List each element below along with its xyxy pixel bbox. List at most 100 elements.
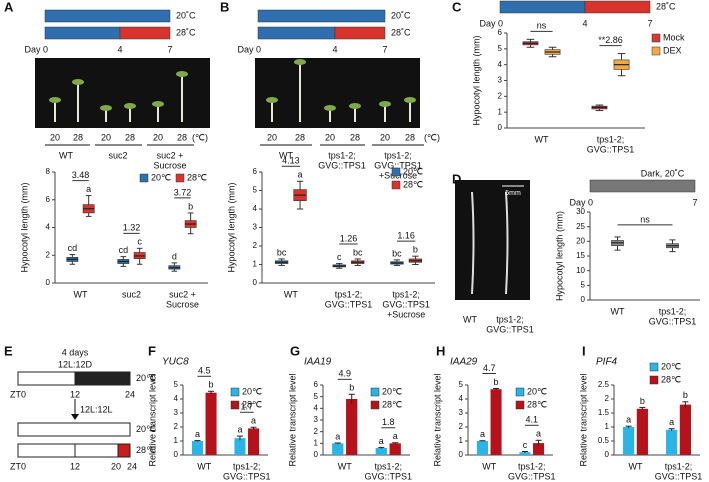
cotyledon — [72, 79, 84, 85]
dark-period — [74, 371, 131, 386]
timeline-bar — [44, 9, 171, 23]
bar — [476, 441, 488, 455]
comparison-label: 1.32 — [123, 223, 141, 233]
zt-label: ZT0 — [10, 461, 26, 471]
comparison-label: 4.9 — [338, 369, 351, 379]
y-tick-label: 2 — [174, 422, 179, 431]
x-tick-label: suc2 — [122, 289, 141, 299]
y-tick-label: 0.5 — [598, 436, 610, 445]
panel-e: E 4 days 12L:12D 20℃ ZT0 12 24 12L:12L 2… — [4, 343, 156, 471]
timeline-bar — [584, 0, 651, 14]
y-tick-label: 5 — [174, 380, 179, 389]
group-label: suc2 — [108, 150, 127, 160]
y-tick-label: 0 — [314, 450, 319, 459]
legend-label: 20℃ — [527, 386, 547, 396]
cotyledon — [379, 101, 391, 107]
x-tick-label: WT — [284, 289, 298, 299]
significance-letter: b — [349, 383, 354, 393]
timeline-bar — [257, 9, 386, 23]
significance-letter: c — [337, 252, 342, 262]
group-label: GVG::TPS1 — [374, 160, 422, 170]
comparison-label: ns — [537, 21, 547, 31]
x-tick-label: GVG::TPS1 — [508, 471, 556, 481]
y-tick-label: 4 — [253, 204, 258, 213]
group-label: WT — [59, 150, 73, 160]
cotyledon — [176, 71, 188, 77]
arrow-head — [71, 414, 79, 420]
x-tick-label: tps1-2; — [659, 306, 687, 316]
y-axis-label: Relative transcript level — [147, 373, 157, 466]
cotyledon — [124, 103, 136, 109]
x-tick-label: tps1-2; — [518, 461, 546, 471]
x-tick-label: WT — [535, 134, 549, 144]
y-tick-label: 5 — [253, 186, 258, 195]
y-axis-label: Relative transcript level — [578, 373, 588, 466]
comparison-label: 4.7 — [483, 363, 496, 373]
gene-title: IAA29 — [450, 357, 478, 368]
y-tick-label: 1 — [498, 107, 503, 116]
x-tick-label: tps1-2; — [665, 461, 693, 471]
legend-swatch — [230, 400, 240, 410]
significance-letter: a — [86, 184, 91, 194]
legend-swatch — [649, 375, 659, 385]
y-tick-label: 25 — [576, 222, 585, 231]
cotyledon — [266, 97, 278, 103]
legend-label: 20℃ — [403, 166, 423, 176]
y-axis-label: Hypocotyl length (mm) — [471, 35, 481, 125]
legend-swatch — [651, 33, 661, 43]
significance-letter: cd — [119, 245, 129, 255]
y-tick-label: 8 — [46, 167, 51, 176]
y-tick-label: 2 — [459, 422, 464, 431]
bar — [205, 392, 217, 455]
legend-swatch — [649, 362, 659, 372]
light-period — [17, 371, 76, 386]
y-tick-label: 2 — [498, 91, 503, 100]
y-tick-label: 1 — [605, 422, 610, 431]
zt-label: 12 — [70, 461, 80, 471]
unit-label: (℃) — [424, 132, 440, 142]
temperature-label: 20 — [50, 132, 60, 142]
x-tick-label: WT — [74, 289, 88, 299]
warm-period — [117, 443, 131, 458]
y-axis-label: Hypocotyl length (mm) — [19, 182, 29, 272]
x-tick-label: GVG::TPS1 — [364, 471, 412, 481]
x-tick-label: GVG::TPS1 — [325, 299, 373, 309]
zt-label: 20 — [111, 461, 121, 471]
significance-letter: d — [172, 251, 177, 261]
light-period — [17, 443, 119, 458]
bar — [623, 427, 635, 455]
legend-label: 28℃ — [242, 399, 262, 409]
y-tick-label: 3 — [498, 76, 503, 85]
timeline-label: 28˚C — [176, 27, 196, 37]
panel-letter: G — [290, 343, 300, 358]
significance-letter: bc — [353, 247, 363, 257]
bar — [346, 399, 358, 455]
timeline-label: 28˚C — [391, 27, 411, 37]
y-tick-label: 5 — [459, 380, 464, 389]
bar — [533, 443, 545, 455]
y-tick-label: 6 — [314, 380, 319, 389]
panel-letter: D — [452, 171, 461, 186]
x-tick-label: WT — [482, 461, 496, 471]
bar — [332, 443, 344, 455]
timeline-label: Dark, 20˚C — [641, 168, 685, 178]
y-tick-label: 0 — [46, 278, 51, 287]
y-tick-label: 0 — [498, 123, 503, 132]
significance-letter: b — [209, 380, 214, 390]
significance-letter: bc — [277, 247, 287, 257]
legend-label: DEX — [663, 45, 682, 55]
x-tick-label: WT — [611, 306, 625, 316]
panel-letter: A — [4, 0, 14, 14]
x-tick-label: GVG::TPS1 — [649, 316, 697, 326]
temperature-label: 20 — [153, 132, 163, 142]
comparison-label: 4.1 — [525, 415, 538, 425]
temperature-label: 20 — [380, 132, 390, 142]
y-tick-label: 2 — [605, 394, 610, 403]
y-tick-label: 6 — [253, 167, 258, 176]
cotyledon — [404, 97, 416, 103]
day-label: 4 — [582, 18, 587, 28]
group-label: tps1-2; — [496, 314, 524, 324]
group-label: GVG::TPS1 — [486, 324, 534, 334]
x-tick-label: tps1-2; — [374, 461, 402, 471]
x-tick-label: GVG::TPS1 — [655, 471, 703, 481]
